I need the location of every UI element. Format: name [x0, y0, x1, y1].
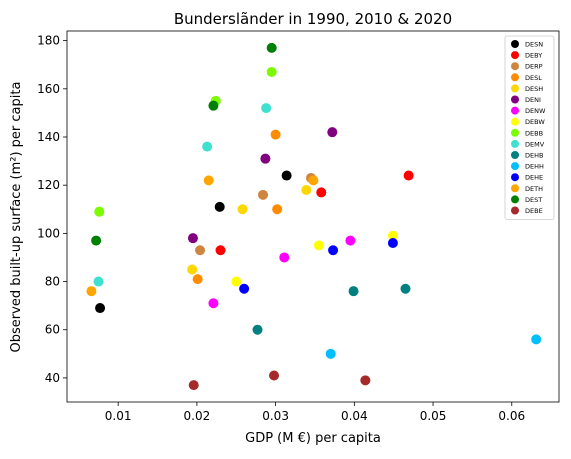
legend-label-deby: DEBY	[525, 52, 542, 60]
data-point-dehb	[252, 324, 263, 335]
data-point-dehh	[531, 334, 542, 345]
data-point-debb	[266, 66, 277, 77]
legend-label-desn: DESN	[525, 41, 543, 49]
y-tick-label: 160	[37, 82, 60, 96]
legend-label-debw: DEBW	[525, 118, 545, 126]
data-point-demv	[261, 103, 272, 114]
legend-marker-debw	[511, 117, 519, 126]
data-point-desh	[237, 204, 248, 215]
legend-label-denw: DENW	[525, 107, 546, 115]
x-tick-label: 0.06	[498, 409, 525, 423]
legend-marker-dehh	[511, 162, 519, 171]
data-point-deby	[403, 170, 414, 181]
legend-marker-desh	[511, 84, 519, 93]
legend-label-dest: DEST	[525, 196, 542, 204]
data-point-dehh	[325, 348, 336, 359]
legend-marker-dehe	[511, 173, 519, 182]
legend-marker-demv	[511, 139, 519, 148]
data-point-demv	[93, 276, 104, 287]
data-point-deby	[316, 187, 327, 198]
data-point-debe	[188, 380, 199, 391]
x-tick-label: 0.04	[341, 409, 368, 423]
data-point-derp	[195, 245, 206, 256]
legend-marker-deth	[511, 184, 519, 193]
legend-marker-denw	[511, 106, 519, 115]
data-point-deth	[86, 286, 97, 297]
data-point-debb	[94, 206, 105, 217]
data-point-desh	[187, 264, 198, 275]
x-tick-label: 0.03	[262, 409, 289, 423]
y-tick-label: 120	[37, 178, 60, 192]
x-tick-label: 0.01	[105, 409, 132, 423]
data-point-dest	[91, 235, 102, 246]
y-tick-label: 80	[45, 275, 60, 289]
y-axis-label: Observed built-up surface (m²) per capit…	[9, 82, 24, 353]
data-point-deni	[187, 233, 198, 244]
y-tick-label: 140	[37, 130, 60, 144]
chart-title: Bunderslãnder in 1990, 2010 & 2020	[174, 10, 452, 28]
data-point-desl	[192, 274, 203, 285]
legend-label-dehh: DEHH	[525, 163, 544, 171]
data-point-dehe	[239, 283, 250, 294]
data-point-debe	[360, 375, 371, 386]
data-point-debw	[387, 230, 398, 241]
data-point-desl	[270, 129, 281, 140]
legend-marker-debe	[511, 206, 519, 215]
data-point-desn	[95, 303, 106, 314]
y-tick-label: 60	[45, 323, 60, 337]
legend-marker-dest	[511, 195, 519, 204]
legend-marker-deby	[511, 51, 519, 60]
x-tick-label: 0.05	[420, 409, 447, 423]
plot-frame	[66, 30, 560, 403]
data-point-desn	[214, 201, 225, 212]
data-point-debe	[269, 370, 280, 381]
y-tick-label: 100	[37, 226, 60, 240]
y-tick-label: 40	[45, 371, 60, 385]
data-point-dest	[208, 100, 219, 111]
legend-label-deth: DETH	[525, 185, 543, 193]
data-point-deth	[203, 175, 214, 186]
data-point-dehe	[328, 245, 339, 256]
data-point-deni	[327, 127, 338, 138]
data-point-denw	[208, 298, 219, 309]
legend-marker-debb	[511, 128, 519, 137]
legend-label-debb: DEBB	[525, 129, 543, 137]
plot-area: 0.01 0.02 0.03 0.04 0.05 0.06 40 60 80 100 120 140 1…	[37, 30, 560, 423]
legend-label-deni: DENI	[525, 96, 541, 104]
legend-label-desh: DESH	[525, 85, 543, 93]
x-tick-label: 0.02	[184, 409, 211, 423]
data-point-dehe	[387, 238, 398, 248]
data-point-derp	[258, 189, 269, 200]
legend-box	[504, 35, 555, 221]
data-point-debw	[231, 276, 242, 287]
legend-label-dehe: DEHE	[525, 174, 543, 182]
legend-marker-dehb	[511, 151, 519, 159]
legend-label-desl: DESL	[525, 74, 542, 82]
data-point-desn	[281, 170, 292, 181]
y-tick-label: 180	[37, 34, 60, 48]
legend-marker-deni	[511, 95, 519, 104]
data-point-dehb	[400, 283, 411, 294]
legend-label-dehb: DEHB	[525, 152, 543, 160]
legend-marker-derp	[511, 62, 519, 71]
legend-label-derp: DERP	[525, 63, 543, 71]
legend-label-demv: DEMV	[525, 140, 545, 148]
legend-label-debe: DEBE	[525, 207, 543, 215]
data-point-dehb	[348, 286, 359, 297]
data-point-desl	[272, 204, 283, 215]
data-point-dest	[266, 42, 277, 53]
legend-marker-desl	[511, 73, 519, 82]
data-point-demv	[202, 141, 213, 152]
legend-marker-desn	[511, 40, 519, 48]
data-point-denw	[279, 252, 290, 263]
data-point-denw	[345, 235, 356, 246]
data-point-deth	[308, 175, 319, 186]
data-point-debw	[313, 240, 324, 251]
data-point-deby	[215, 245, 226, 256]
data-point-deni	[260, 153, 271, 164]
data-point-desh	[301, 185, 312, 195]
x-axis-label: GDP (M €) per capita	[245, 431, 381, 446]
